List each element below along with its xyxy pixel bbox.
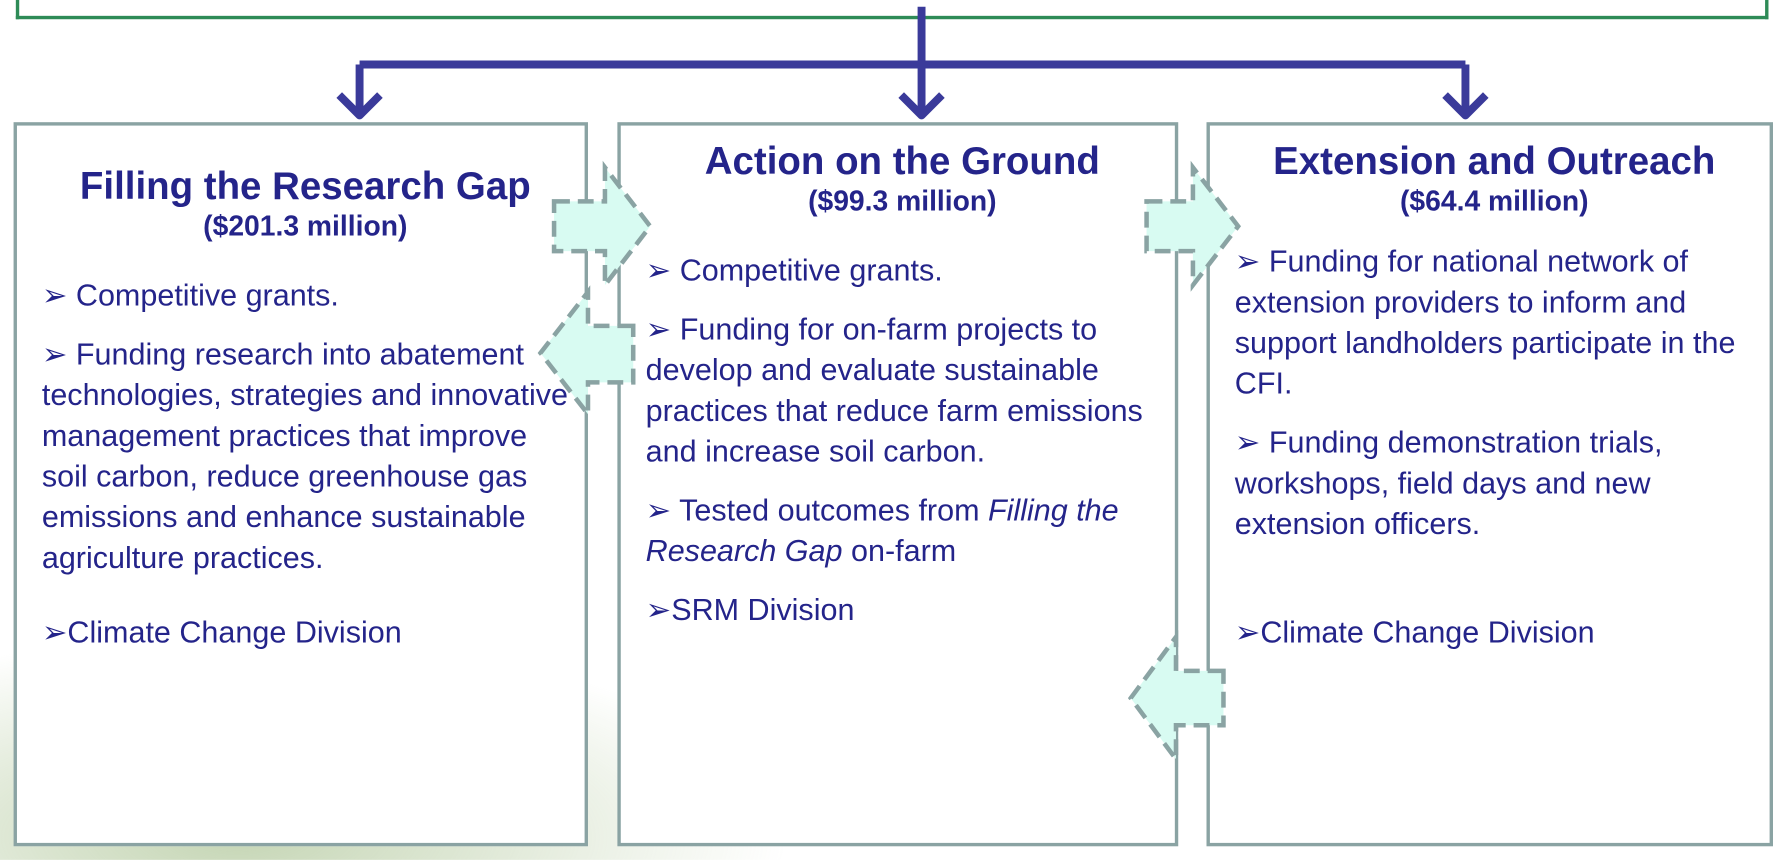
bullet-text: ➢ Competitive grants. bbox=[41, 278, 339, 313]
arrow-head bbox=[336, 92, 383, 120]
bullet-text: ➢ Tested outcomes from bbox=[645, 493, 988, 528]
arrow-head bbox=[898, 92, 945, 120]
column-amount: ($201.3 million) bbox=[203, 210, 408, 243]
column-box: Extension and Outreach ($64.4 million) ➢ F… bbox=[1206, 122, 1773, 847]
bullet-item: ➢SRM Division bbox=[646, 589, 1159, 630]
bullet-item: ➢ Competitive grants. bbox=[42, 275, 569, 316]
bullet-text: ➢ Competitive grants. bbox=[645, 253, 943, 288]
bullet-item: ➢Climate Change Division bbox=[42, 612, 569, 653]
column-title: Action on the Ground bbox=[704, 140, 1100, 184]
bullet-item: ➢ Funding demonstration trials, workshop… bbox=[1235, 422, 1754, 544]
dashed-arrow-left bbox=[1127, 630, 1226, 767]
bullet-text: ➢ Funding research into abatement techno… bbox=[41, 337, 568, 575]
bullet-text: ➢Climate Change Division bbox=[41, 615, 402, 650]
dashed-arrow-right bbox=[1144, 160, 1242, 292]
bullet-text: ➢ Funding demonstration trials, workshop… bbox=[1234, 425, 1663, 541]
bullet-item: ➢ Funding for national network of extens… bbox=[1235, 241, 1754, 404]
bullet-text: on-farm bbox=[842, 534, 957, 568]
bullet-text: Filling the Research Gap bbox=[645, 493, 1119, 568]
bullet-item: ➢Climate Change Division bbox=[1235, 612, 1754, 653]
column-title: Extension and Outreach bbox=[1273, 140, 1716, 184]
bullet-item: ➢ Tested outcomes from Filling the Resea… bbox=[646, 490, 1159, 571]
bullet-text: ➢ Funding for national network of extens… bbox=[1234, 244, 1736, 401]
bullet-text: ➢ Funding for on-farm projects to develo… bbox=[645, 312, 1143, 469]
arrow-head bbox=[1442, 92, 1489, 120]
flow-arrows bbox=[537, 160, 1242, 767]
column-box: Filling the Research Gap ($201.3 million)… bbox=[13, 122, 588, 847]
column-amount: ($99.3 million) bbox=[808, 185, 997, 218]
dashed-arrow-right bbox=[551, 160, 654, 292]
bullet-item: ➢ Funding research into abatement techno… bbox=[42, 334, 569, 578]
bullet-text: ➢Climate Change Division bbox=[1234, 615, 1595, 650]
column-box: Action on the Ground ($99.3 million) ➢ Com… bbox=[617, 122, 1179, 847]
dashed-arrow-left bbox=[537, 285, 636, 421]
top-box bbox=[15, 0, 1769, 20]
bullet-text: ➢SRM Division bbox=[645, 592, 855, 627]
column-amount: ($64.4 million) bbox=[1400, 185, 1589, 218]
column-title: Filling the Research Gap bbox=[79, 165, 531, 209]
bullet-item: ➢ Competitive grants. bbox=[646, 250, 1159, 291]
connectors bbox=[336, 6, 1489, 120]
bullet-item: ➢ Funding for on-farm projects to develo… bbox=[646, 309, 1159, 472]
